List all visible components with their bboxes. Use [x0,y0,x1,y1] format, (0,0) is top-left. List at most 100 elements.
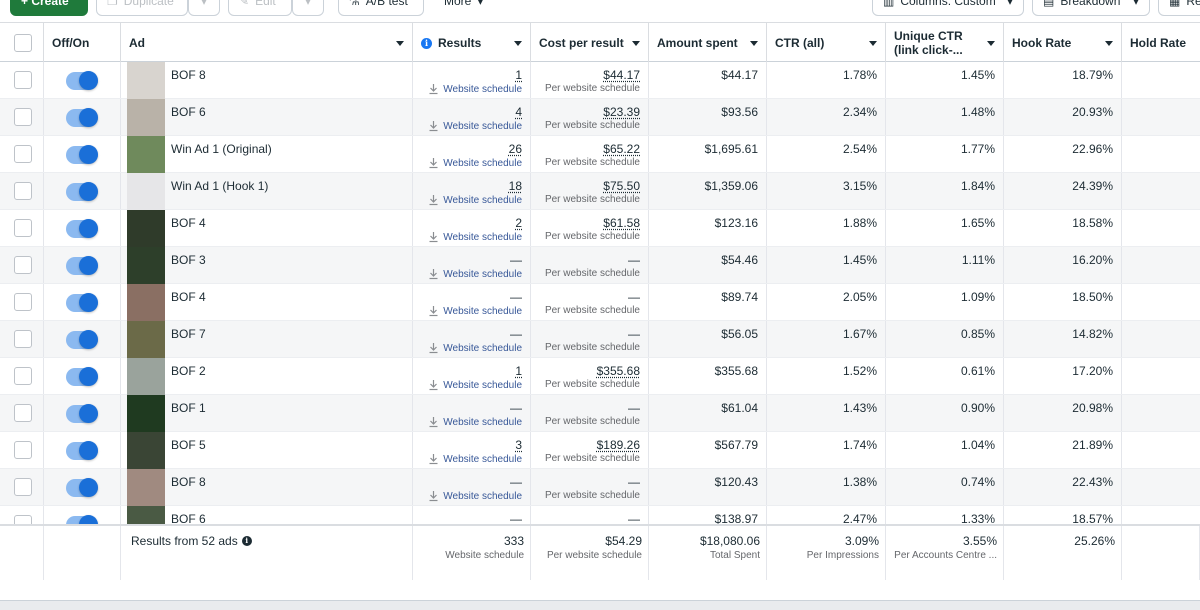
results-value[interactable]: 26 [508,142,522,156]
ad-thumbnail[interactable] [127,395,165,432]
ad-thumbnail[interactable] [127,62,165,99]
ad-thumbnail[interactable] [127,210,165,247]
breakdown-button[interactable]: ▤ Breakdown ▾ [1032,0,1150,16]
ad-name-link[interactable]: BOF 1 [171,401,206,415]
ad-thumbnail[interactable] [127,136,165,173]
ad-status-toggle[interactable] [66,256,98,275]
ad-status-toggle[interactable] [66,367,98,386]
table-row[interactable]: Win Ad 1 (Original) 26 Website schedule $65… [0,136,1200,173]
ad-thumbnail[interactable] [127,247,165,284]
ad-status-toggle[interactable] [66,108,98,127]
ad-thumbnail[interactable] [127,173,165,210]
ad-name-link[interactable]: BOF 5 [171,438,206,452]
table-row[interactable]: BOF 8 1 Website schedule $44.17 Per website … [0,62,1200,99]
ad-status-toggle[interactable] [66,219,98,238]
ad-name-link[interactable]: BOF 4 [171,290,206,304]
sort-caret-icon[interactable] [869,41,877,46]
results-value[interactable]: 2 [515,216,522,230]
sort-caret-icon[interactable] [1105,41,1113,46]
ad-thumbnail[interactable] [127,321,165,358]
row-checkbox[interactable] [14,71,32,89]
ad-name-link[interactable]: BOF 2 [171,364,206,378]
ad-thumbnail[interactable] [127,469,165,506]
ad-name-link[interactable]: BOF 6 [171,512,206,526]
row-checkbox[interactable] [14,145,32,163]
column-header-ad[interactable]: Ad [121,23,413,63]
ad-status-toggle[interactable] [66,330,98,349]
row-checkbox[interactable] [14,108,32,126]
cpr-value[interactable]: $355.68 [596,364,640,378]
column-header-unique-ctr[interactable]: Unique CTR (link click-... [886,23,1004,63]
reports-button[interactable]: ▦ Re [1158,0,1200,16]
row-checkbox[interactable] [14,404,32,422]
results-value[interactable]: 18 [508,179,522,193]
ad-status-toggle[interactable] [66,293,98,312]
info-icon[interactable]: i [241,536,252,546]
ad-thumbnail[interactable] [127,99,165,136]
ad-status-toggle[interactable] [66,404,98,423]
ad-name-link[interactable]: BOF 7 [171,327,206,341]
table-row[interactable]: BOF 5 3 Website schedule $189.26 Per website… [0,432,1200,469]
ad-status-toggle[interactable] [66,182,98,201]
ad-name-link[interactable]: BOF 4 [171,216,206,230]
info-icon[interactable]: i [421,37,432,49]
ad-thumbnail[interactable] [127,284,165,321]
row-checkbox[interactable] [14,478,32,496]
row-checkbox[interactable] [14,293,32,311]
duplicate-button[interactable]: ❐ Duplicate [96,0,188,16]
column-header-hold-rate[interactable]: Hold Rate [1122,23,1200,63]
cpr-value[interactable]: $44.17 [603,68,640,82]
edit-button[interactable]: ✎ Edit [228,0,292,16]
table-row[interactable]: BOF 1— Website schedule — Per website sched… [0,395,1200,432]
row-checkbox[interactable] [14,256,32,274]
more-button[interactable]: More ▾ [444,0,483,16]
results-value[interactable]: 1 [515,364,522,378]
row-checkbox[interactable] [14,367,32,385]
sort-caret-icon[interactable] [987,41,995,46]
column-header-cost-per-result[interactable]: Cost per result [531,23,649,63]
create-button[interactable]: + Create [10,0,88,16]
results-value[interactable]: 1 [515,68,522,82]
table-row[interactable]: BOF 6 4 Website schedule $23.39 Per website … [0,99,1200,136]
ad-name-link[interactable]: Win Ad 1 (Original) [171,142,272,156]
ad-name-link[interactable]: BOF 6 [171,105,206,119]
column-header-hook-rate[interactable]: Hook Rate [1004,23,1122,63]
cpr-value[interactable]: $61.58 [603,216,640,230]
table-row[interactable]: Win Ad 1 (Hook 1) 18 Website schedule $75.5… [0,173,1200,210]
table-row[interactable]: BOF 8— Website schedule — Per website sched… [0,469,1200,506]
column-header-ctr[interactable]: CTR (all) [767,23,886,63]
row-checkbox[interactable] [14,441,32,459]
table-row[interactable]: BOF 4 2 Website schedule $61.58 Per website … [0,210,1200,247]
column-header-results[interactable]: i Results [413,23,531,63]
duplicate-dropdown[interactable]: ▾ [188,0,220,16]
ad-name-link[interactable]: Win Ad 1 (Hook 1) [171,179,269,193]
results-value[interactable]: 3 [515,438,522,452]
select-all-checkbox[interactable] [14,34,32,52]
ad-status-toggle[interactable] [66,441,98,460]
ad-status-toggle[interactable] [66,145,98,164]
sort-caret-icon[interactable] [750,41,758,46]
edit-dropdown[interactable]: ▾ [292,0,324,16]
ad-name-link[interactable]: BOF 3 [171,253,206,267]
table-row[interactable]: BOF 3— Website schedule — Per website sched… [0,247,1200,284]
ad-thumbnail[interactable] [127,358,165,395]
ad-status-toggle[interactable] [66,71,98,90]
sort-caret-icon[interactable] [396,41,404,46]
table-row[interactable]: BOF 4— Website schedule — Per website sched… [0,284,1200,321]
ad-status-toggle[interactable] [66,478,98,497]
table-row[interactable]: BOF 2 1 Website schedule $355.68 Per website… [0,358,1200,395]
row-checkbox[interactable] [14,182,32,200]
ad-name-link[interactable]: BOF 8 [171,68,206,82]
cpr-value[interactable]: $65.22 [603,142,640,156]
horizontal-scrollbar[interactable] [0,600,1200,610]
ab-test-button[interactable]: ⚗ A/B test [338,0,424,16]
sort-caret-icon[interactable] [514,41,522,46]
ad-name-link[interactable]: BOF 8 [171,475,206,489]
row-checkbox[interactable] [14,330,32,348]
columns-button[interactable]: ▥ Columns: Custom ▾ [872,0,1024,16]
cpr-value[interactable]: $23.39 [603,105,640,119]
row-checkbox[interactable] [14,219,32,237]
column-header-off-on[interactable]: Off/On [44,23,121,63]
results-value[interactable]: 4 [515,105,522,119]
ad-thumbnail[interactable] [127,432,165,469]
